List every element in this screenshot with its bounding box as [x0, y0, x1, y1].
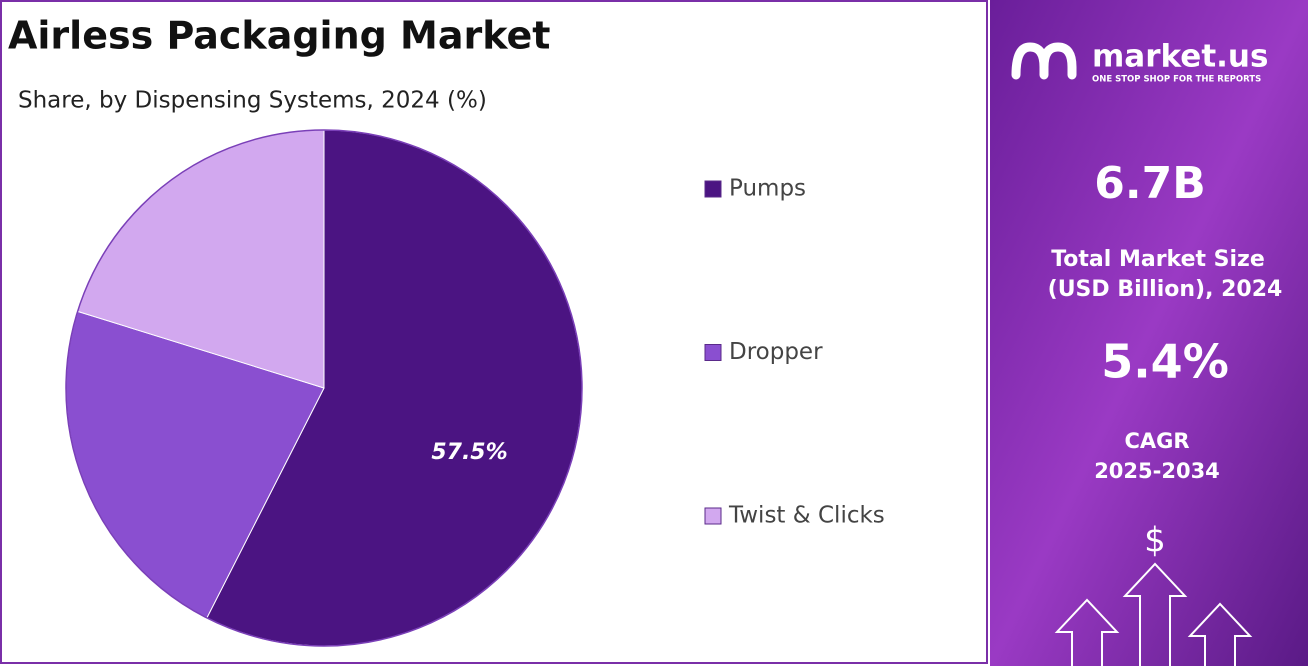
legend-swatch — [704, 507, 722, 525]
legend: Pumps Dropper Twist & Clicks — [704, 176, 885, 529]
svg-text:$: $ — [1144, 521, 1166, 561]
cagr-label: CAGR — [1124, 429, 1189, 453]
market-size-label: Total Market Size — [1051, 247, 1265, 272]
market-size: 6.7B — [1094, 158, 1205, 209]
logo — [1011, 42, 1077, 80]
decor-arrows: $ — [1054, 521, 1253, 666]
pie-outline — [65, 129, 583, 647]
legend-label: Pumps — [729, 176, 806, 202]
brand: market.us — [1092, 39, 1268, 75]
data-label: 57.5% — [431, 440, 507, 465]
cagr: 5.4% — [1101, 335, 1229, 389]
legend-swatch — [704, 344, 722, 361]
tagline: ONE STOP SHOP FOR THE REPORTS — [1092, 75, 1261, 85]
chart-title: Airless Packaging Market — [8, 14, 550, 58]
cagr-label: 2025-2034 — [1094, 459, 1220, 483]
pie: 57.5% — [65, 129, 583, 647]
market-size-label: (USD Billion), 2024 — [1048, 277, 1283, 302]
chart-subtitle: Share, by Dispensing Systems, 2024 (%) — [18, 88, 487, 114]
legend-swatch — [704, 180, 722, 198]
legend-label: Twist & Clicks — [728, 503, 885, 529]
side-panel — [990, 0, 1308, 666]
legend-label: Dropper — [729, 339, 823, 365]
